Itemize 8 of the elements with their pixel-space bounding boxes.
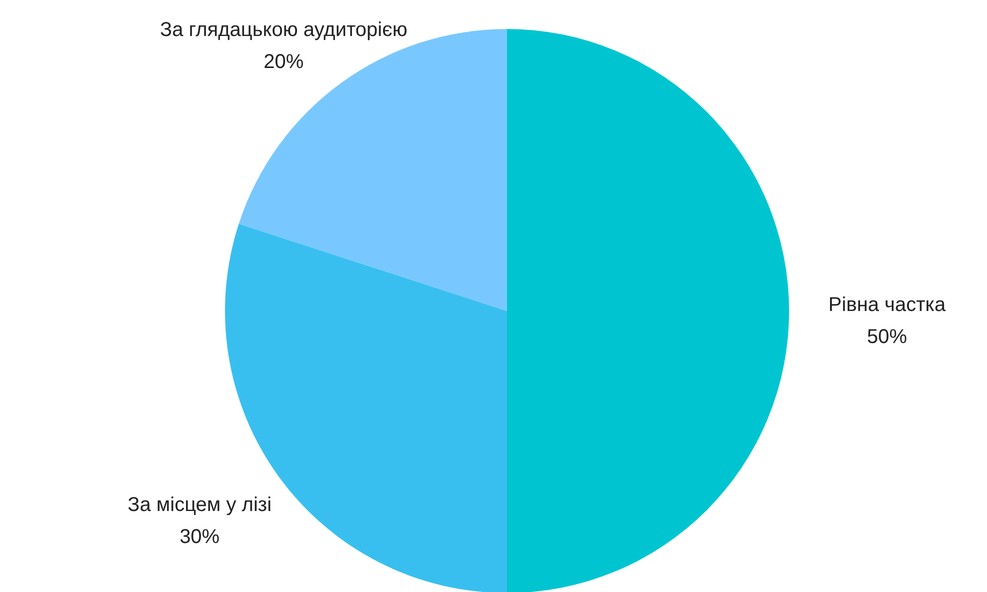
- pie-slice: [226, 224, 507, 592]
- slice-label: Рівна частка: [828, 294, 946, 316]
- data-label: 30%: [180, 526, 220, 548]
- data-label: 50%: [866, 326, 908, 348]
- pie-slice: [507, 29, 788, 592]
- slice-label: За глядацькою аудиторією: [160, 18, 408, 41]
- slice-label: За місцем у лізі: [128, 494, 272, 516]
- data-label: 20%: [264, 50, 304, 73]
